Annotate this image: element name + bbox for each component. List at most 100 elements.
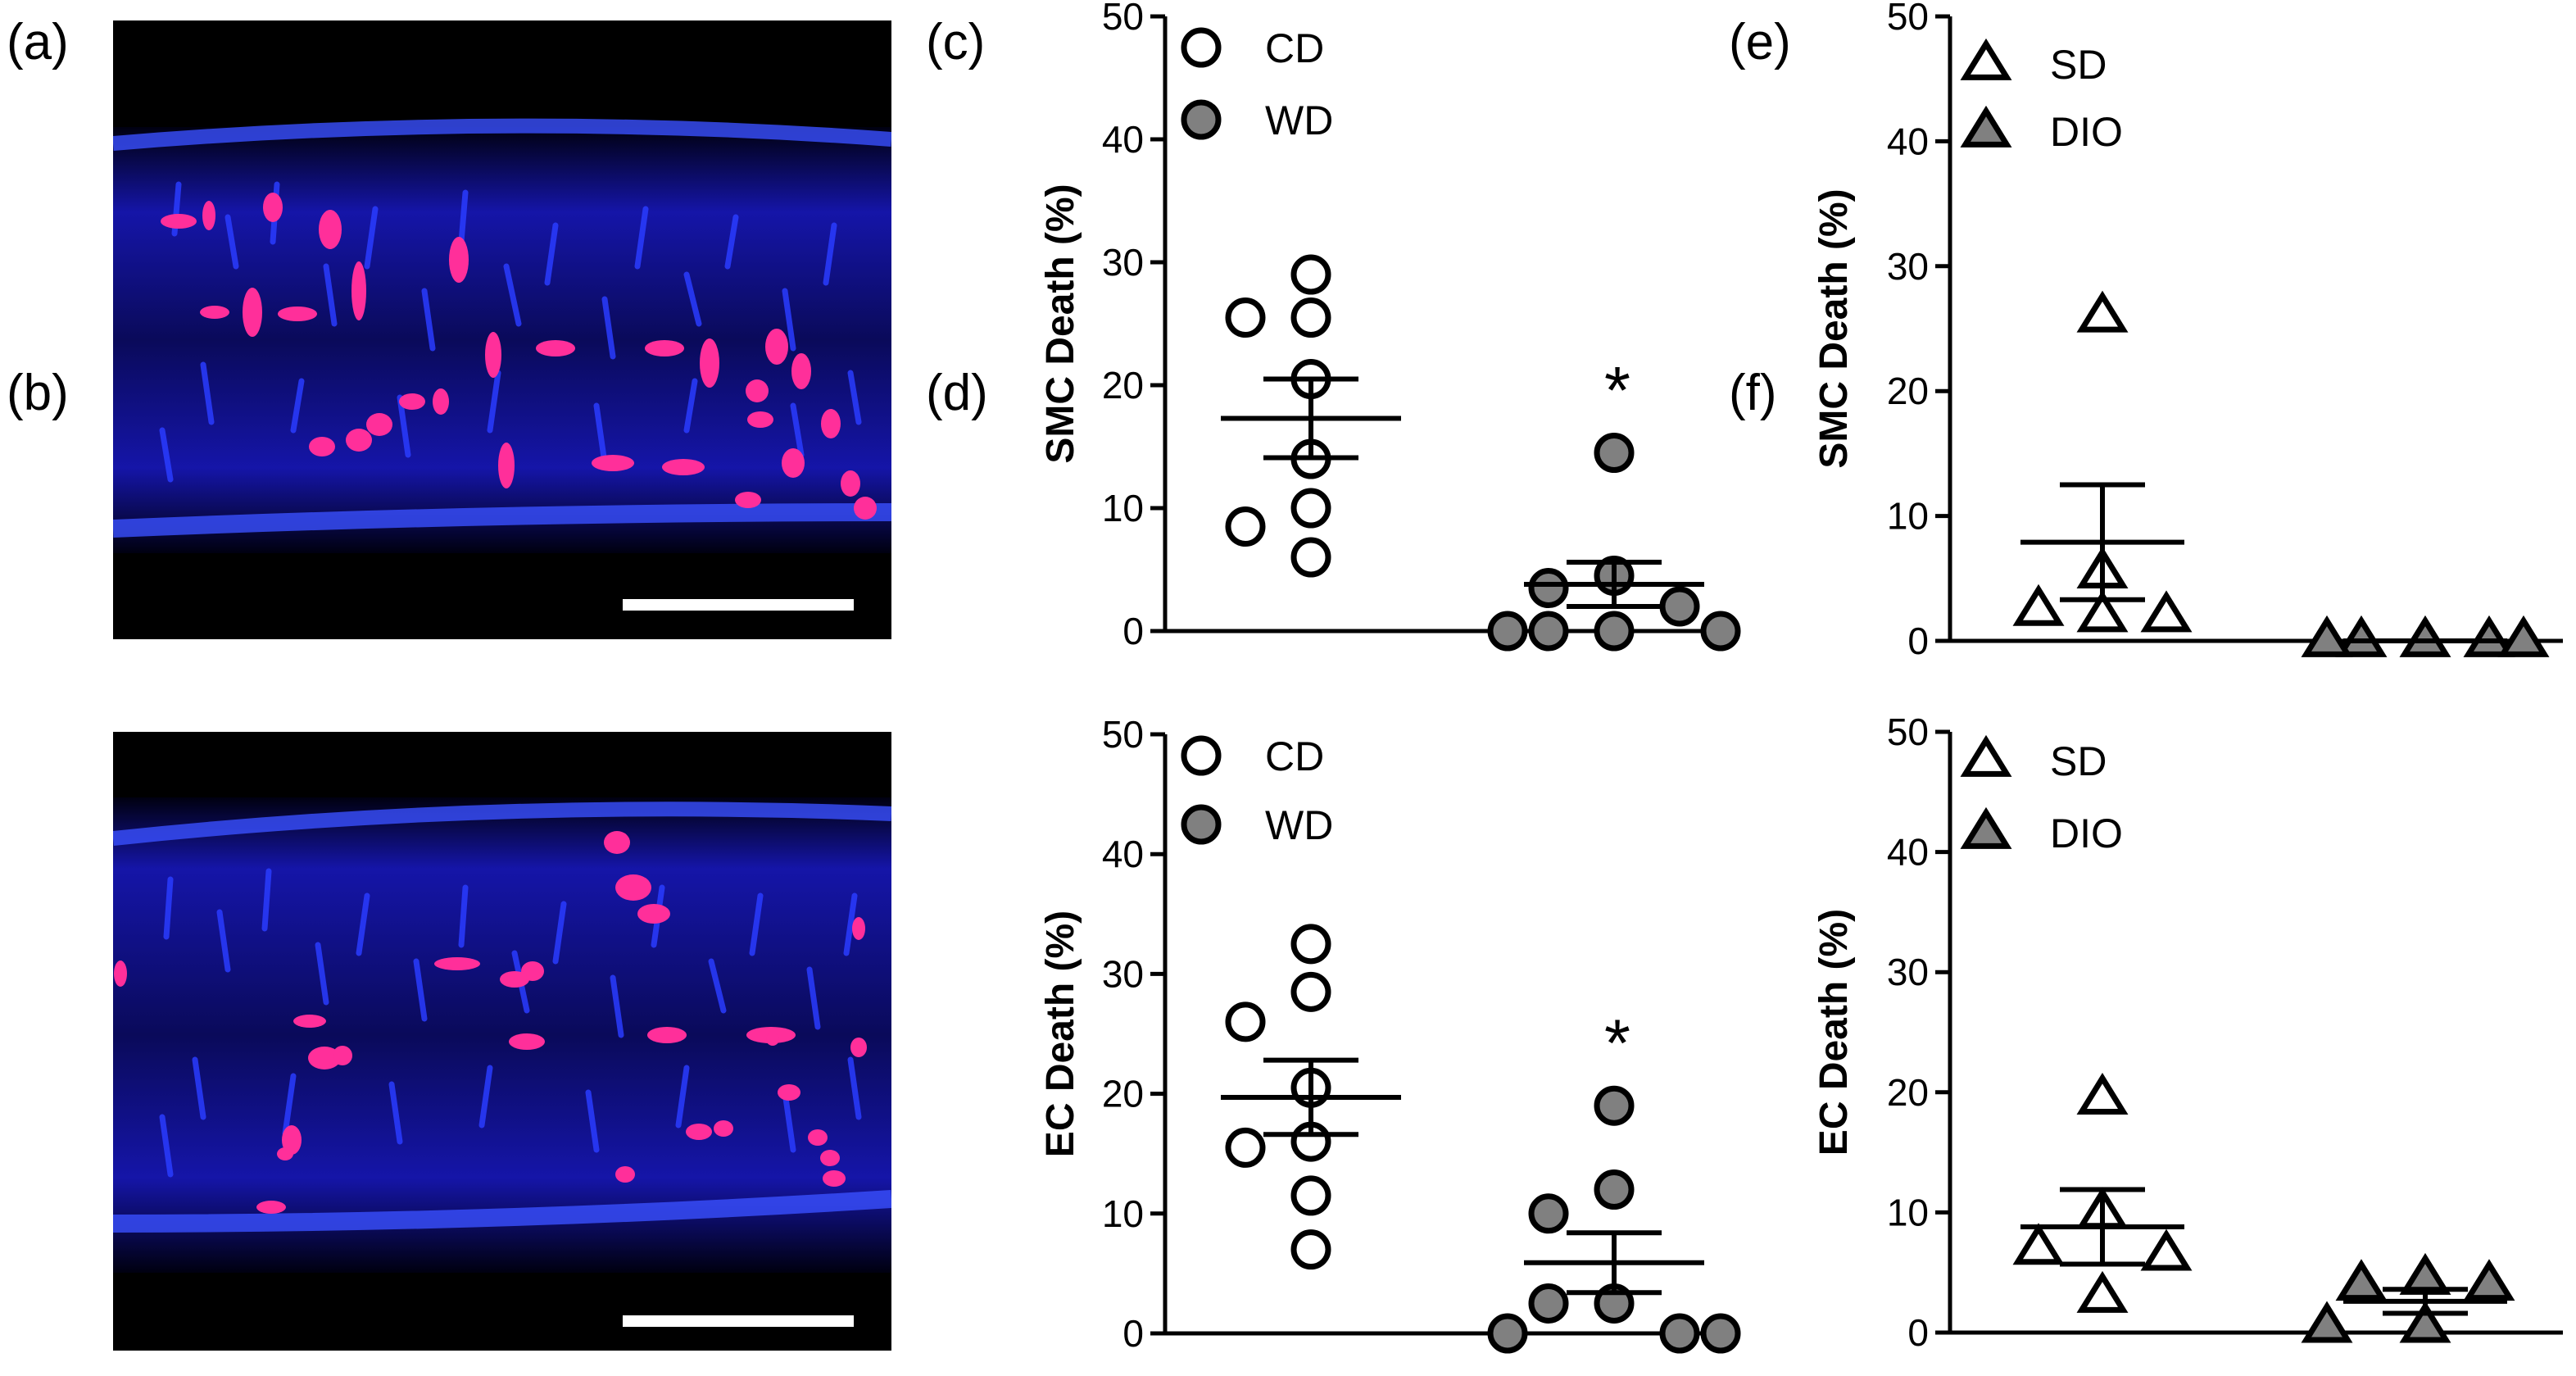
legend-marker-d (1181, 804, 1222, 845)
data-point-c-CD (1290, 297, 1331, 338)
y-tick-label-d: 0 (1122, 1312, 1144, 1355)
legend-label-c: WD (1265, 98, 1333, 143)
legend-marker-c (1181, 27, 1222, 68)
y-tick-label-d: 20 (1102, 1073, 1144, 1115)
legend-label-f: SD (2050, 738, 2107, 784)
y-axis-label-f: EC Death (%) (1812, 909, 1856, 1156)
data-point-d-CD (1290, 924, 1331, 965)
legend-marker-f (1960, 806, 2012, 849)
y-tick-label-f: 10 (1887, 1191, 1929, 1233)
y-tick-label-e: 30 (1887, 245, 1929, 288)
panel-label-a: (a) (7, 14, 69, 70)
data-point-e-SD (2140, 590, 2193, 633)
legend-label-d: WD (1265, 802, 1333, 848)
y-tick-label-e: 0 (1907, 620, 1929, 662)
data-point-c-WD (1594, 611, 1635, 652)
data-point-d-CD (1290, 971, 1331, 1012)
y-tick-label-f: 40 (1887, 831, 1929, 874)
data-point-f-SD (2076, 1270, 2129, 1313)
data-point-c-CD (1290, 537, 1331, 578)
scale-bar-a (623, 599, 854, 611)
panel-label-b: (b) (7, 365, 69, 421)
significance-asterisk-d: * (1604, 1006, 1630, 1081)
data-point-e-DIO (2463, 615, 2515, 657)
data-point-f-DIO (2301, 1301, 2353, 1343)
scale-bar-b (623, 1315, 854, 1327)
y-tick-label-f: 50 (1887, 711, 1929, 753)
data-point-c-CD (1225, 297, 1266, 338)
significance-asterisk-c: * (1604, 354, 1630, 429)
data-point-f-DIO (2399, 1301, 2451, 1343)
data-point-d-WD (1528, 1283, 1569, 1324)
y-tick-label-d: 10 (1102, 1192, 1144, 1235)
data-point-c-WD (1700, 611, 1741, 652)
microscopy-image-icon (113, 797, 891, 1273)
y-axis-label-e: SMC Death (%) (1812, 188, 1856, 468)
panel-label-d: (d) (926, 365, 988, 421)
data-point-d-CD (1225, 1127, 1266, 1168)
data-point-f-SD (2140, 1228, 2193, 1271)
data-point-c-CD (1225, 506, 1266, 547)
legend-marker-d (1181, 735, 1222, 776)
y-tick-label-c: 30 (1102, 241, 1144, 284)
panel-label-f: (f) (1729, 365, 1777, 421)
data-point-e-SD (2076, 590, 2129, 633)
legend-marker-c (1181, 99, 1222, 140)
y-tick-label-f: 0 (1907, 1311, 1929, 1354)
microscopy-image-a (113, 20, 891, 639)
data-point-e-SD (2076, 290, 2129, 333)
data-point-c-WD (1528, 611, 1569, 652)
y-tick-label-d: 40 (1102, 833, 1144, 875)
data-point-e-DIO (2497, 615, 2550, 657)
data-point-f-DIO (2463, 1259, 2515, 1301)
data-point-d-CD (1290, 1229, 1331, 1270)
y-tick-label-c: 40 (1102, 118, 1144, 161)
y-tick-label-d: 30 (1102, 952, 1144, 995)
panel-label-c: (c) (926, 14, 986, 70)
data-point-e-DIO (2301, 615, 2353, 657)
y-tick-label-f: 30 (1887, 951, 1929, 993)
data-point-e-DIO (2399, 615, 2451, 657)
data-point-d-WD (1528, 1193, 1569, 1234)
legend-label-f: DIO (2050, 811, 2123, 856)
legend-label-c: CD (1265, 25, 1324, 71)
data-point-c-WD (1594, 433, 1635, 473)
y-tick-label-c: 0 (1122, 610, 1144, 652)
y-tick-label-d: 50 (1102, 713, 1144, 756)
data-point-e-SD (2012, 584, 2065, 626)
panel-label-e: (e) (1729, 14, 1791, 70)
legend-label-e: DIO (2050, 109, 2123, 155)
data-point-c-WD (1487, 611, 1528, 652)
data-point-f-SD (2012, 1223, 2065, 1265)
y-tick-label-e: 50 (1887, 0, 1929, 38)
y-axis-label-c: SMC Death (%) (1039, 184, 1082, 463)
y-tick-label-e: 10 (1887, 495, 1929, 538)
data-point-d-CD (1225, 1001, 1266, 1042)
data-point-d-WD (1659, 1313, 1700, 1354)
y-tick-label-c: 50 (1102, 0, 1144, 38)
y-tick-label-c: 10 (1102, 487, 1144, 529)
data-point-d-WD (1700, 1313, 1741, 1354)
legend-marker-f (1960, 734, 2012, 777)
y-tick-label-f: 20 (1887, 1071, 1929, 1114)
y-tick-label-e: 40 (1887, 120, 1929, 162)
legend-marker-e (1960, 105, 2012, 148)
legend-label-d: CD (1265, 733, 1324, 779)
data-point-c-CD (1290, 488, 1331, 529)
y-axis-label-d: EC Death (%) (1039, 911, 1082, 1157)
microscopy-image-icon (113, 118, 891, 553)
data-point-c-WD (1528, 568, 1569, 608)
data-point-e-DIO (2335, 615, 2388, 657)
data-point-d-WD (1594, 1169, 1635, 1210)
data-point-f-SD (2076, 1072, 2129, 1115)
data-point-d-CD (1290, 1175, 1331, 1216)
data-point-f-DIO (2335, 1259, 2388, 1301)
data-point-c-CD (1290, 254, 1331, 295)
data-point-d-WD (1594, 1085, 1635, 1126)
y-tick-label-e: 20 (1887, 370, 1929, 412)
legend-marker-e (1960, 38, 2012, 80)
legend-label-e: SD (2050, 42, 2107, 88)
data-point-d-WD (1487, 1313, 1528, 1354)
microscopy-image-b (113, 732, 891, 1351)
